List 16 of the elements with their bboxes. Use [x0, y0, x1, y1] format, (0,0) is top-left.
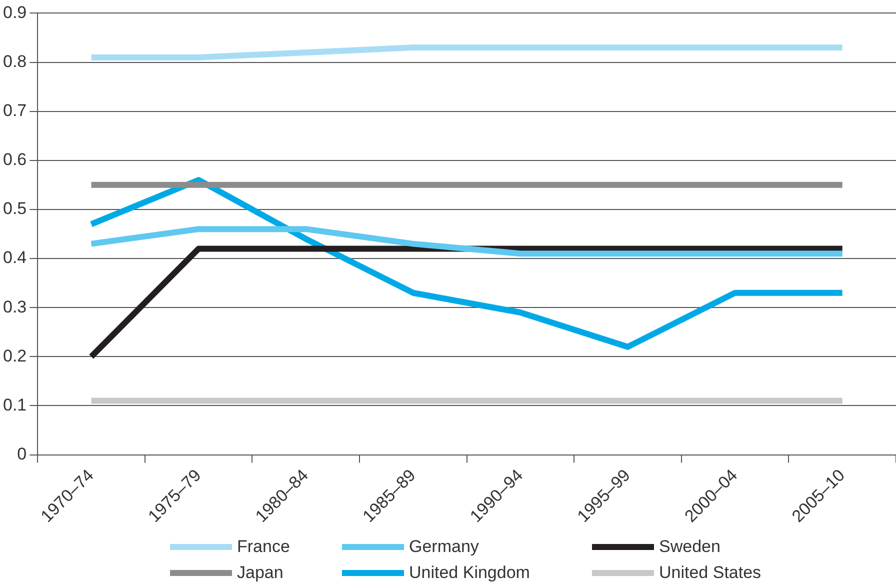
y-tick-label: 0.7 [2, 101, 27, 120]
legend-label: Japan [237, 563, 284, 583]
y-tick-label: 0.1 [2, 395, 27, 414]
legend-label: France [237, 537, 290, 557]
y-tick-label: 0.5 [2, 199, 27, 218]
y-tick-label: 0 [17, 444, 27, 464]
y-tick-label: 0.8 [2, 52, 27, 71]
y-tick-label: 0.6 [2, 150, 27, 170]
legend-label: Germany [409, 537, 479, 557]
y-tick-label: 0.3 [2, 297, 27, 316]
y-tick-label: 0.4 [2, 248, 27, 268]
y-tick-label: 0.9 [2, 2, 27, 22]
legend-label: Sweden [659, 537, 720, 557]
legend-label: United States [659, 563, 762, 583]
legend-label: United Kingdom [409, 563, 530, 583]
y-tick-label: 0.2 [2, 346, 27, 366]
